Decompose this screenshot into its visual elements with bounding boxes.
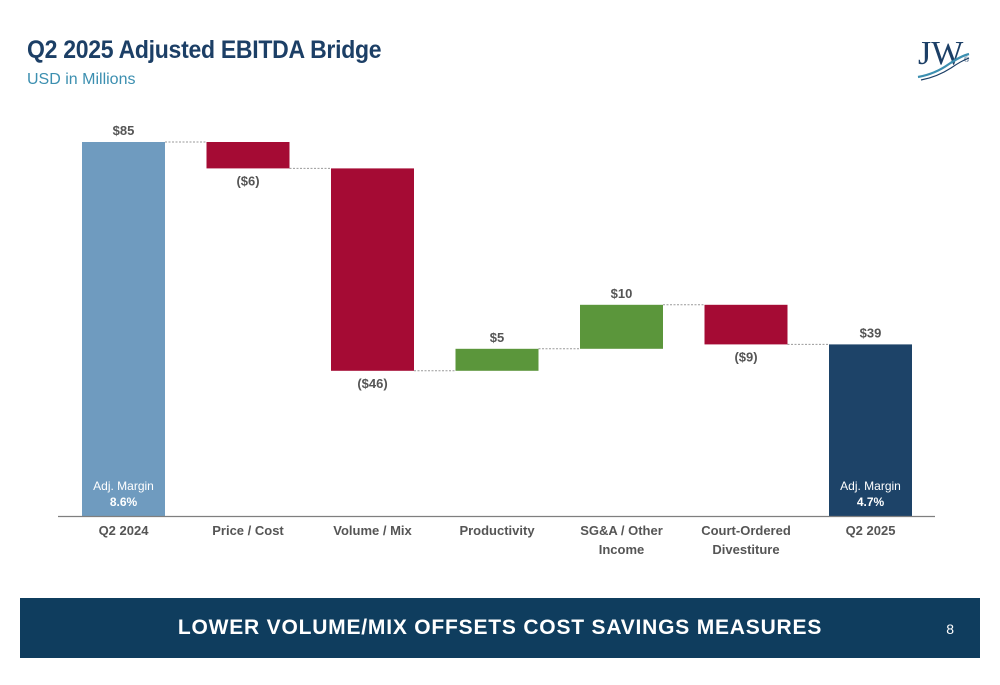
data-label-2: ($46) <box>357 376 387 391</box>
ebitda-bridge-chart: $85 Q2 2024 ($6) Price / Cost ($46) Volume / … <box>58 123 935 557</box>
bar-5 <box>704 304 788 345</box>
category-label-4-1: Income <box>599 542 645 557</box>
data-label-0: $85 <box>113 123 135 138</box>
banner-text: LOWER VOLUME/MIX OFFSETS COST SAVINGS ME… <box>177 616 823 639</box>
category-label-6: Q2 2025 <box>846 523 896 538</box>
page-subtitle: USD in Millions <box>27 71 136 88</box>
margin-label-0: Adj. Margin <box>93 479 154 493</box>
margin-value-0: 8.6% <box>110 495 138 509</box>
bar-4 <box>580 304 663 349</box>
data-label-4: $10 <box>611 286 633 301</box>
bar-1 <box>206 142 290 169</box>
logo-registered-mark: ® <box>964 56 970 64</box>
data-label-5: ($9) <box>734 349 757 364</box>
page-number: 8 <box>946 621 954 637</box>
category-label-5-0: Court-Ordered <box>701 523 791 538</box>
category-label-0: Q2 2024 <box>99 523 150 538</box>
takeaway-banner: LOWER VOLUME/MIX OFFSETS COST SAVINGS ME… <box>20 598 980 658</box>
margin-value-1: 4.7% <box>857 495 885 509</box>
page-title: Q2 2025 Adjusted EBITDA Bridge <box>27 36 382 64</box>
category-label-5-1: Divestiture <box>712 542 779 557</box>
category-label-2: Volume / Mix <box>333 523 412 538</box>
bar-2 <box>331 168 414 371</box>
logo-monogram: JW <box>918 35 964 72</box>
data-label-1: ($6) <box>236 173 259 188</box>
bar-3 <box>455 348 539 371</box>
company-logo: JW ® <box>917 35 970 81</box>
data-label-6: $39 <box>860 325 882 340</box>
logo-swoosh <box>917 52 970 79</box>
margin-label-1: Adj. Margin <box>840 479 901 493</box>
category-label-1: Price / Cost <box>212 523 284 538</box>
category-label-3: Productivity <box>459 523 535 538</box>
category-label-4-0: SG&A / Other <box>580 523 663 538</box>
data-label-3: $5 <box>490 330 504 345</box>
bar-6 <box>829 344 912 516</box>
bar-0 <box>82 142 165 516</box>
